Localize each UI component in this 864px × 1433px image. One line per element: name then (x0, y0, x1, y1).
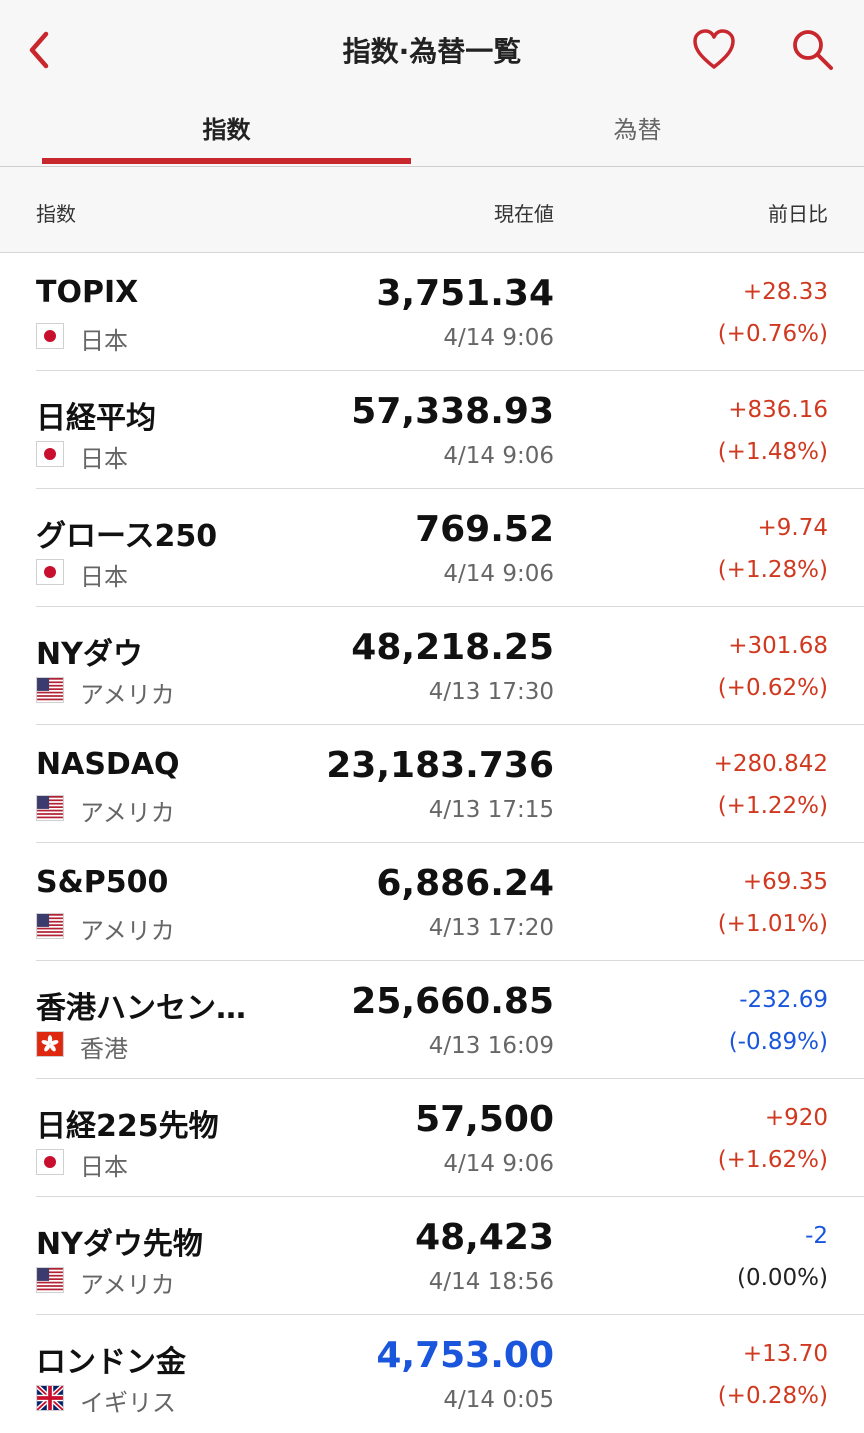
column-header: 指数 現在値 前日比 (0, 167, 864, 253)
country-label: アメリカ (80, 1271, 175, 1299)
change-value: +920 (764, 1105, 828, 1131)
change-value: +836.16 (728, 397, 828, 423)
price-timestamp: 4/13 16:09 (428, 1033, 554, 1059)
tab-indices[interactable]: 指数 (202, 116, 251, 144)
change-percent: (-0.89%) (728, 1029, 828, 1055)
price-timestamp: 4/14 18:56 (428, 1269, 554, 1295)
current-price: 57,338.93 (351, 391, 554, 432)
change-percent: (+1.62%) (717, 1147, 828, 1173)
change-percent: (+1.48%) (717, 439, 828, 465)
change-percent: (+0.62%) (717, 675, 828, 701)
index-row[interactable]: 香港ハンセン… 香港 25,660.85 4/13 16:09 -232.69 (-0.8… (0, 961, 864, 1079)
country-label: アメリカ (80, 799, 175, 827)
index-row[interactable]: NYダウ先物アメリカ 48,423 4/14 18:56 -2 (0.00%) (0, 1197, 864, 1315)
us-flag-icon (36, 677, 64, 703)
index-name: 日経225先物 (36, 1109, 219, 1144)
app-header: 指数·為替一覧 指数 為替 (0, 0, 864, 167)
current-price: 769.52 (415, 509, 554, 550)
jp-flag-icon (36, 323, 64, 349)
price-timestamp: 4/13 17:20 (428, 915, 554, 941)
country-label: 日本 (80, 563, 128, 591)
index-name: TOPIX (36, 275, 139, 310)
active-tab-indicator (42, 158, 411, 164)
index-row[interactable]: NYダウアメリカ 48,218.25 4/13 17:30 +301.68 (+0.62… (0, 607, 864, 725)
index-name: NYダウ (36, 637, 143, 672)
change-value: +13.70 (742, 1341, 828, 1367)
us-flag-icon (36, 1267, 64, 1293)
index-name: 日経平均 (36, 401, 156, 436)
change-value: +280.842 (713, 751, 828, 777)
change-value: +28.33 (742, 279, 828, 305)
change-value: -232.69 (739, 987, 828, 1013)
uk-flag-icon (36, 1385, 64, 1411)
change-value: +69.35 (742, 869, 828, 895)
index-row[interactable]: ロンドン金イギリス 4,753.00 4/14 0:05 +13.70 (+0.28%) (0, 1315, 864, 1433)
index-name: 香港ハンセン… (36, 991, 246, 1026)
search-button[interactable] (788, 26, 838, 74)
heart-icon (693, 29, 735, 69)
favorite-button[interactable] (690, 26, 738, 72)
index-name: ロンドン金 (36, 1345, 186, 1380)
change-percent: (+1.22%) (717, 793, 828, 819)
current-price: 57,500 (415, 1099, 554, 1140)
tab-fx[interactable]: 為替 (613, 116, 662, 144)
index-name: NASDAQ (36, 747, 180, 782)
current-price: 6,886.24 (376, 863, 554, 904)
country-label: 香港 (80, 1035, 128, 1063)
price-timestamp: 4/14 0:05 (443, 1387, 554, 1413)
search-icon (793, 30, 833, 70)
country-label: 日本 (80, 327, 128, 355)
us-flag-icon (36, 795, 64, 821)
change-value: +9.74 (757, 515, 828, 541)
index-name: NYダウ先物 (36, 1227, 203, 1262)
country-label: アメリカ (80, 917, 175, 945)
country-label: アメリカ (80, 681, 175, 709)
hk-flag-icon (36, 1031, 64, 1057)
current-price: 25,660.85 (351, 981, 554, 1022)
country-label: 日本 (80, 445, 128, 473)
price-timestamp: 4/14 9:06 (443, 325, 554, 351)
index-list: TOPIX 日本 3,751.34 4/14 9:06 +28.33 (+0.76%) 日経… (0, 253, 864, 1433)
current-price: 48,423 (415, 1217, 554, 1258)
change-percent: (+0.28%) (717, 1383, 828, 1409)
index-name: グロース250 (36, 519, 218, 554)
column-change: 前日比 (768, 202, 828, 226)
current-price: 3,751.34 (376, 273, 554, 314)
price-timestamp: 4/13 17:15 (428, 797, 554, 823)
price-timestamp: 4/14 9:06 (443, 1151, 554, 1177)
change-percent: (+1.28%) (717, 557, 828, 583)
index-row[interactable]: 日経225先物日本 57,500 4/14 9:06 +920 (+1.62%) (0, 1079, 864, 1197)
chevron-left-icon (29, 31, 49, 69)
country-label: 日本 (80, 1153, 128, 1181)
index-row[interactable]: NASDAQ アメリカ 23,183.736 4/13 17:15 +280.842 (+… (0, 725, 864, 843)
jp-flag-icon (36, 1149, 64, 1175)
column-price: 現在値 (494, 202, 554, 226)
index-row[interactable]: 日経平均日本 57,338.93 4/14 9:06 +836.16 (+1.48%) (0, 371, 864, 489)
price-timestamp: 4/14 9:06 (443, 443, 554, 469)
current-price: 48,218.25 (351, 627, 554, 668)
change-percent: (0.00%) (736, 1265, 828, 1291)
change-percent: (+1.01%) (717, 911, 828, 937)
index-row[interactable]: TOPIX 日本 3,751.34 4/14 9:06 +28.33 (+0.76%) (0, 253, 864, 371)
change-value: +301.68 (728, 633, 828, 659)
current-price: 4,753.00 (376, 1335, 554, 1376)
change-percent: (+0.76%) (717, 321, 828, 347)
jp-flag-icon (36, 441, 64, 467)
current-price: 23,183.736 (326, 745, 554, 786)
index-row[interactable]: グロース250 日本 769.52 4/14 9:06 +9.74 (+1.28%) (0, 489, 864, 607)
back-button[interactable] (22, 26, 62, 74)
jp-flag-icon (36, 559, 64, 585)
index-name: S&P500 (36, 865, 169, 900)
index-row[interactable]: S&P500 アメリカ 6,886.24 4/13 17:20 +69.35 (+1.01… (0, 843, 864, 961)
price-timestamp: 4/14 9:06 (443, 561, 554, 587)
us-flag-icon (36, 913, 64, 939)
price-timestamp: 4/13 17:30 (428, 679, 554, 705)
country-label: イギリス (80, 1389, 176, 1417)
column-name: 指数 (36, 202, 76, 226)
page-title: 指数·為替一覧 (342, 35, 522, 68)
change-value: -2 (805, 1223, 828, 1249)
